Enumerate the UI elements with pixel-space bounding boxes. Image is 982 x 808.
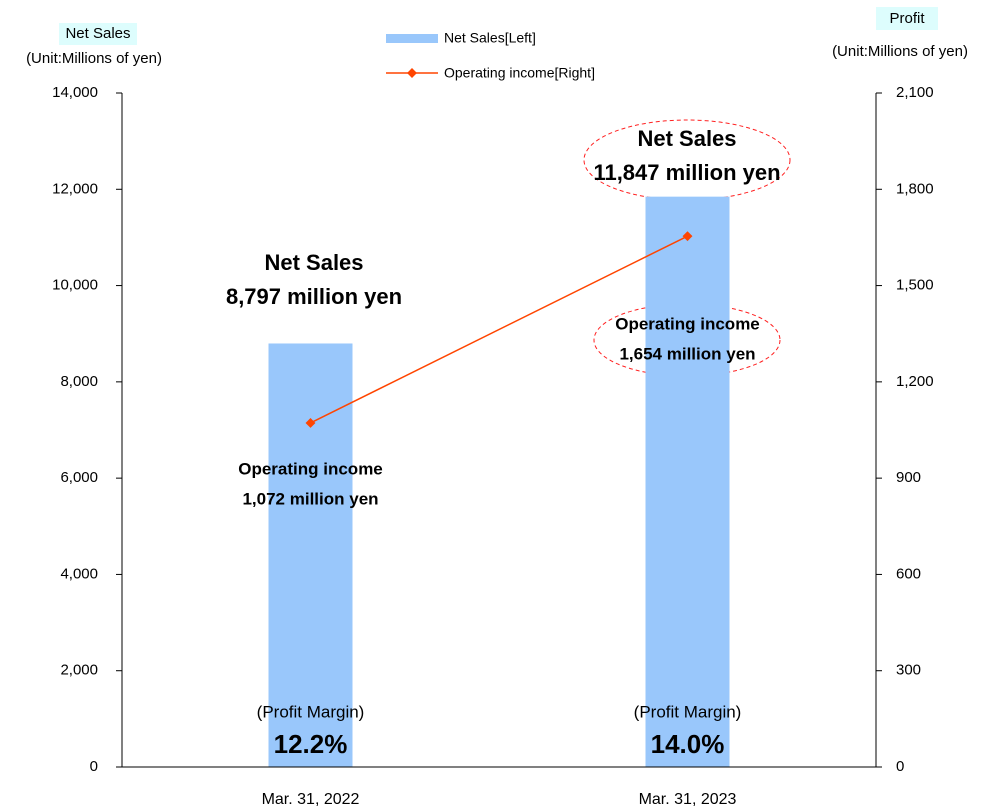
line-value-label: 1,072 million yen	[242, 489, 378, 508]
profit-margin-value: 14.0%	[651, 729, 725, 759]
bar-label-title: Net Sales	[264, 250, 363, 275]
y2-axis-unit: (Unit:Millions of yen)	[832, 43, 968, 60]
y2-tick-label: 300	[896, 662, 921, 679]
legend-label: Operating income[Right]	[444, 65, 595, 81]
y-axis-title: Net Sales	[65, 25, 130, 42]
y2-tick-label: 2,100	[896, 84, 934, 101]
y-tick-label: 12,000	[52, 180, 98, 197]
y2-tick-label: 900	[896, 469, 921, 486]
bar-value-label: 8,797 million yen	[226, 284, 402, 309]
y-tick-label: 10,000	[52, 277, 98, 294]
bar	[645, 196, 730, 768]
y2-tick-label: 0	[896, 758, 904, 775]
y2-title-bg	[876, 7, 938, 30]
line-label-title: Operating income	[238, 459, 383, 478]
highlight-ellipse	[583, 119, 791, 201]
y2-tick-label: 600	[896, 565, 921, 582]
y-tick-label: 14,000	[52, 84, 98, 101]
bar-label-title: Net Sales	[637, 126, 736, 151]
y-tick-label: 2,000	[60, 662, 98, 679]
y2-tick-label: 1,200	[896, 373, 934, 390]
y-tick-label: 8,000	[60, 373, 98, 390]
bar	[268, 343, 353, 767]
line-label-title: Operating income	[615, 314, 760, 333]
x-tick-label: Mar. 31, 2023	[639, 791, 737, 808]
y-title-bg	[59, 23, 137, 45]
legend-swatch	[407, 68, 417, 78]
legend-swatch	[386, 34, 438, 43]
y-tick-label: 0	[90, 758, 98, 775]
y2-tick-label: 1,500	[896, 277, 934, 294]
line	[310, 235, 688, 424]
marker	[305, 417, 316, 428]
marker	[682, 231, 693, 242]
line-value-label: 1,654 million yen	[619, 344, 755, 363]
profit-margin-title: (Profit Margin)	[257, 702, 365, 721]
y-tick-label: 4,000	[60, 565, 98, 582]
y-axis-unit: (Unit:Millions of yen)	[26, 50, 162, 67]
profit-margin-value: 12.2%	[274, 729, 348, 759]
y-tick-label: 6,000	[60, 469, 98, 486]
bar-value-label: 11,847 million yen	[593, 160, 780, 185]
profit-margin-title: (Profit Margin)	[634, 702, 742, 721]
y2-tick-label: 1,800	[896, 180, 934, 197]
legend-label: Net Sales[Left]	[444, 30, 536, 46]
y2-axis-title: Profit	[889, 10, 925, 27]
x-tick-label: Mar. 31, 2022	[262, 791, 360, 808]
